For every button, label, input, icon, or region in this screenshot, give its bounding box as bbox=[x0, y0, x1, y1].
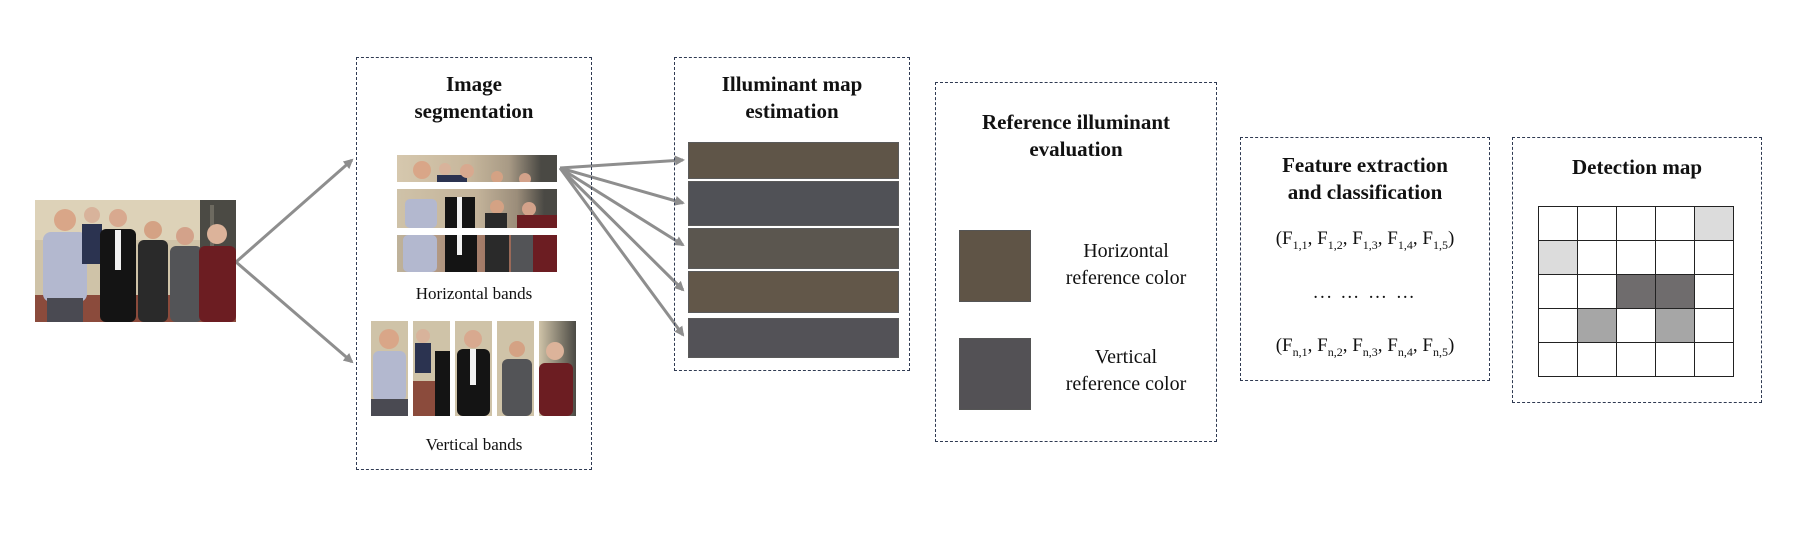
feature-term: F1,3 bbox=[1352, 228, 1378, 252]
feature-extraction-panel: Feature extraction and classification (F… bbox=[1240, 137, 1490, 381]
detection-cell bbox=[1656, 343, 1695, 377]
vertical-band-5 bbox=[539, 321, 576, 416]
detection-cell bbox=[1578, 275, 1617, 309]
feature-term: Fn,4 bbox=[1387, 335, 1413, 359]
detection-cell bbox=[1539, 207, 1578, 241]
detection-cell bbox=[1656, 207, 1695, 241]
illuminant-band-4 bbox=[688, 271, 899, 313]
image-segmentation-panel: Image segmentation Horizontal bands bbox=[356, 57, 592, 470]
detection-cell bbox=[1578, 241, 1617, 275]
illuminant-band-5 bbox=[688, 318, 899, 358]
detection-cell bbox=[1617, 207, 1656, 241]
vertical-band-1 bbox=[371, 321, 408, 416]
feature-term: F1,1 bbox=[1282, 228, 1308, 252]
detection-cell bbox=[1656, 275, 1695, 309]
reference-title: Reference illuminant evaluation bbox=[982, 110, 1170, 161]
arrow-to-vertical-bands bbox=[235, 260, 354, 364]
segmentation-title: Image segmentation bbox=[414, 72, 534, 123]
detection-cell bbox=[1617, 309, 1656, 343]
arrow-band-2 bbox=[559, 166, 685, 206]
vertical-band-4 bbox=[497, 321, 534, 416]
horizontal-band-2 bbox=[397, 189, 557, 228]
horizontal-bands-caption: Horizontal bands bbox=[415, 284, 533, 303]
detection-cell bbox=[1617, 275, 1656, 309]
horizontal-reference-swatch bbox=[959, 230, 1031, 302]
detection-cell bbox=[1617, 241, 1656, 275]
horizontal-band-1 bbox=[397, 155, 557, 182]
illuminant-map-title: Illuminant map estimation bbox=[721, 72, 863, 123]
feature-term: Fn,2 bbox=[1317, 335, 1343, 359]
detection-cell bbox=[1695, 207, 1734, 241]
horizontal-reference-label: Horizontal reference color bbox=[1065, 240, 1187, 289]
detection-cell bbox=[1539, 275, 1578, 309]
illuminant-band-3 bbox=[688, 228, 899, 269]
reference-illuminant-panel: Reference illuminant evaluation Horizont… bbox=[935, 82, 1217, 442]
detection-title: Detection map bbox=[1571, 155, 1703, 179]
vertical-reference-label: Vertical reference color bbox=[1065, 346, 1187, 395]
arrow-band-1 bbox=[559, 155, 685, 170]
feature-term: Fn,5 bbox=[1422, 335, 1448, 359]
arrow-band-5 bbox=[558, 167, 685, 337]
arrow-band-3 bbox=[559, 166, 685, 247]
vertical-reference-swatch bbox=[959, 338, 1031, 410]
detection-cell bbox=[1617, 343, 1656, 377]
feature-title: Feature extraction and classification bbox=[1282, 153, 1448, 204]
feature-term: Fn,1 bbox=[1282, 335, 1308, 359]
arrow-to-horizontal-bands bbox=[235, 158, 354, 264]
detection-cell bbox=[1578, 309, 1617, 343]
arrow-band-4 bbox=[558, 166, 685, 292]
feature-dots: ... … … … bbox=[1313, 282, 1417, 303]
detection-cell bbox=[1539, 241, 1578, 275]
detection-cell bbox=[1539, 343, 1578, 377]
detection-cell bbox=[1578, 343, 1617, 377]
illuminant-map-panel: Illuminant map estimation bbox=[674, 57, 910, 371]
detection-cell bbox=[1695, 275, 1734, 309]
illuminant-band-1 bbox=[688, 142, 899, 179]
detection-grid bbox=[1538, 206, 1734, 377]
input-photo bbox=[35, 200, 236, 322]
vertical-bands-caption: Vertical bands bbox=[425, 435, 523, 454]
vertical-band-2 bbox=[413, 321, 450, 416]
detection-cell bbox=[1656, 309, 1695, 343]
feature-term: F1,5 bbox=[1422, 228, 1448, 252]
feature-vector-first: (F1,1, F1,2, F1,3, F1,4, F1,5) bbox=[1275, 228, 1455, 252]
detection-cell bbox=[1695, 241, 1734, 275]
detection-cell bbox=[1695, 309, 1734, 343]
vertical-band-3 bbox=[455, 321, 492, 416]
detection-map-panel: Detection map bbox=[1512, 137, 1762, 403]
feature-term: Fn,3 bbox=[1352, 335, 1378, 359]
illuminant-band-2 bbox=[688, 181, 899, 226]
detection-cell bbox=[1578, 207, 1617, 241]
feature-term: F1,4 bbox=[1387, 228, 1413, 252]
detection-cell bbox=[1695, 343, 1734, 377]
detection-cell bbox=[1539, 309, 1578, 343]
horizontal-band-3 bbox=[397, 235, 557, 272]
feature-vector-last: (Fn,1, Fn,2, Fn,3, Fn,4, Fn,5) bbox=[1275, 335, 1455, 359]
feature-term: F1,2 bbox=[1317, 228, 1343, 252]
detection-cell bbox=[1656, 241, 1695, 275]
